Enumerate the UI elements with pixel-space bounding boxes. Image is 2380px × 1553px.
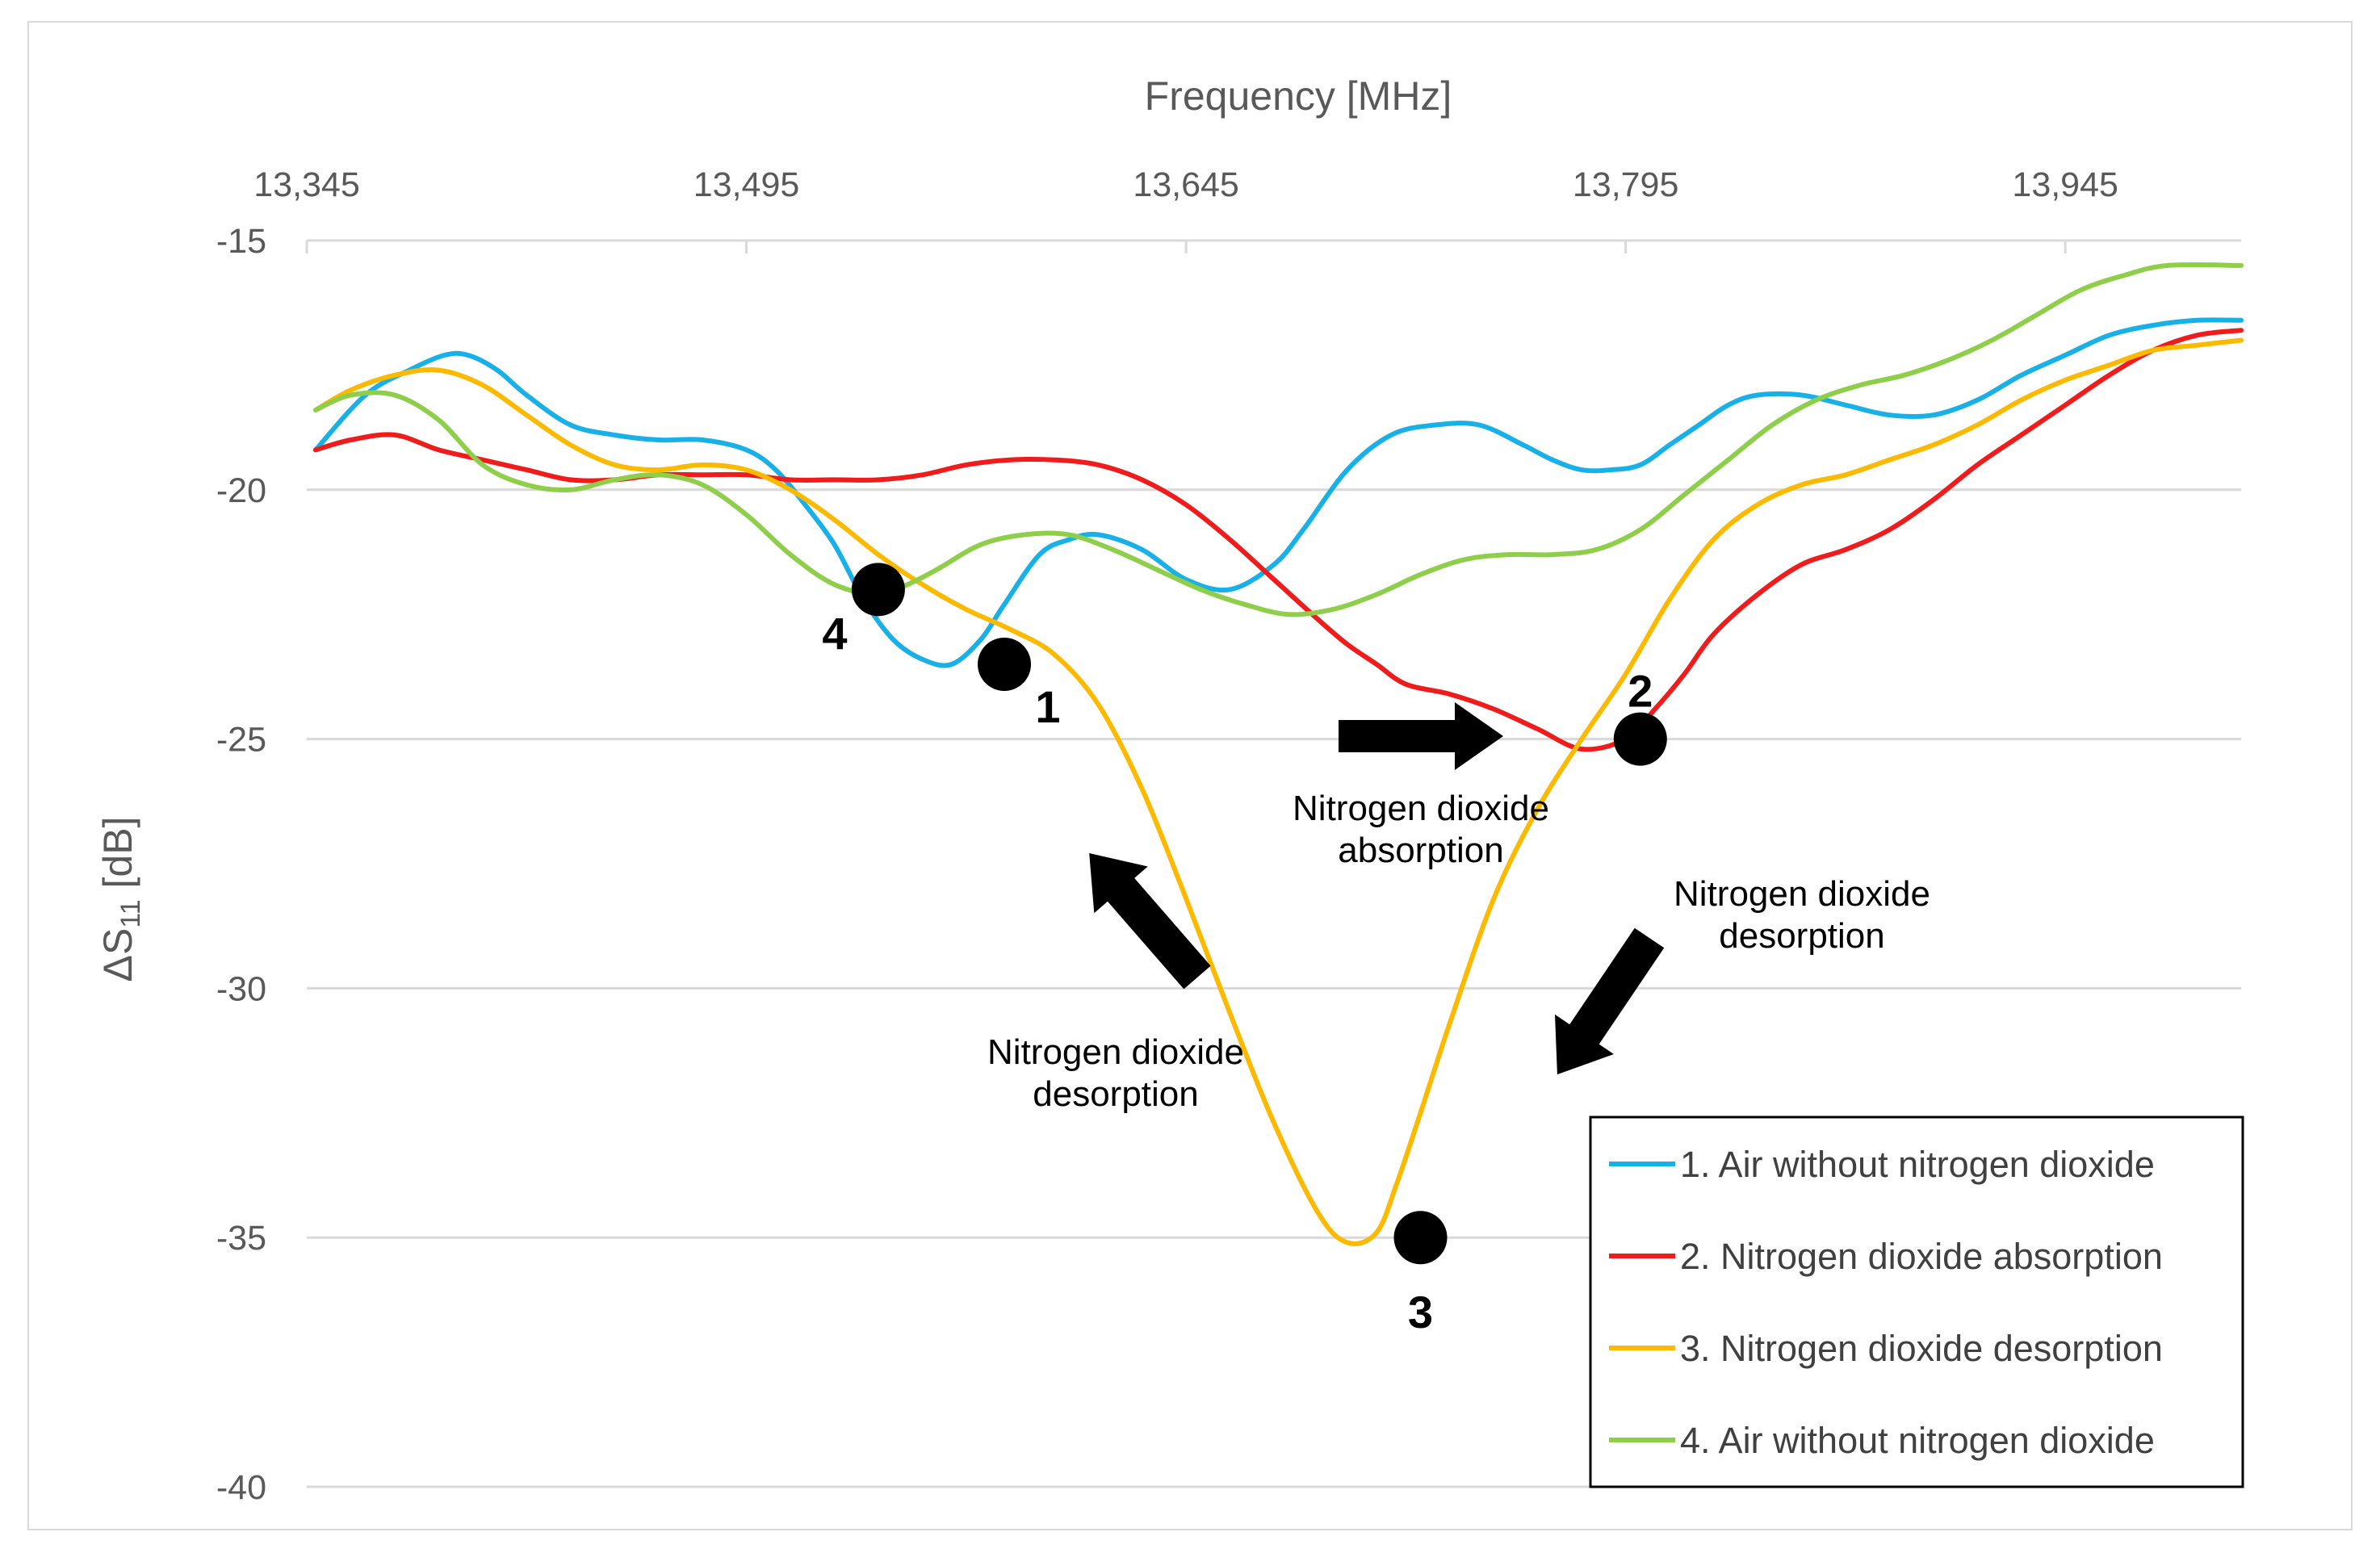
annotation-absorption-line1: Nitrogen dioxide: [1293, 789, 1549, 828]
y-tick-label: -40: [216, 1468, 266, 1507]
y-axis-title-sub: 11: [115, 899, 146, 927]
marker-4: [851, 563, 905, 617]
marker-label-1: 1: [1035, 681, 1060, 732]
annotation-desorption-left-line2: desorption: [1033, 1074, 1198, 1114]
marker-label-3: 3: [1408, 1287, 1433, 1337]
arrow-absorption-icon: [1339, 702, 1503, 770]
y-tick-label: -25: [216, 721, 266, 760]
legend-box: [1589, 1116, 2244, 1488]
y-tick-label: -20: [216, 471, 266, 510]
annotation-desorption-left-line1: Nitrogen dioxide: [987, 1032, 1244, 1072]
marker-2: [1613, 712, 1667, 766]
x-tick-label: 13,945: [2012, 165, 2118, 204]
y-axis-title-main: ΔS: [95, 928, 140, 982]
legend-label-1: 1. Air without nitrogen dioxide: [1680, 1144, 2155, 1185]
legend-label-3: 3. Nitrogen dioxide desorption: [1680, 1328, 2163, 1369]
annotation-desorption-left: Nitrogen dioxide desorption: [987, 1032, 1244, 1114]
marker-1: [978, 637, 1032, 691]
legend: 1. Air without nitrogen dioxide 2. Nitrog…: [1589, 1116, 2244, 1488]
annotation-desorption-right-line2: desorption: [1719, 916, 1884, 956]
y-axis-title-unit: [dB]: [95, 817, 140, 900]
annotation-absorption-line2: absorption: [1338, 831, 1503, 870]
series-line-1: [312, 317, 2244, 668]
y-tick-label: -30: [216, 969, 266, 1008]
marker-3: [1393, 1211, 1448, 1265]
x-axis-ticks: 13,345 13,495 13,645 13,795 13,945: [254, 165, 2118, 204]
y-axis-ticks: -15 -20 -25 -30 -35 -40: [216, 222, 266, 1507]
annotation-desorption-right-line1: Nitrogen dioxide: [1674, 874, 1930, 914]
arrow-desorption-up-icon: [1089, 853, 1211, 990]
point-markers: 1 2 3 4: [822, 563, 1667, 1337]
annotation-absorption: Nitrogen dioxide absorption: [1293, 789, 1549, 870]
series-line-2: [312, 328, 2244, 752]
y-axis-title: ΔS11 [dB]: [95, 817, 146, 982]
annotations: Nitrogen dioxide absorption Nitrogen diox…: [987, 789, 1930, 1114]
x-tick-label: 13,495: [693, 165, 800, 204]
x-tick-label: 13,645: [1133, 165, 1239, 204]
x-tick-label: 13,345: [254, 165, 360, 204]
annotation-arrows: [1089, 702, 1665, 1075]
arrow-desorption-down-icon: [1554, 927, 1665, 1075]
annotation-desorption-right: Nitrogen dioxide desorption: [1674, 874, 1930, 956]
legend-label-2: 2. Nitrogen dioxide absorption: [1680, 1236, 2163, 1277]
x-tick-label: 13,795: [1573, 165, 1679, 204]
marker-label-4: 4: [822, 608, 847, 659]
series-line-4: [312, 262, 2244, 617]
x-axis-title: Frequency [MHz]: [1145, 73, 1452, 119]
y-tick-label: -15: [216, 222, 266, 261]
series-line-3: [312, 337, 2244, 1246]
marker-label-2: 2: [1628, 666, 1653, 717]
legend-label-4: 4. Air without nitrogen dioxide: [1680, 1420, 2155, 1461]
series-lines: [312, 262, 2244, 1246]
y-tick-label: -35: [216, 1219, 266, 1258]
